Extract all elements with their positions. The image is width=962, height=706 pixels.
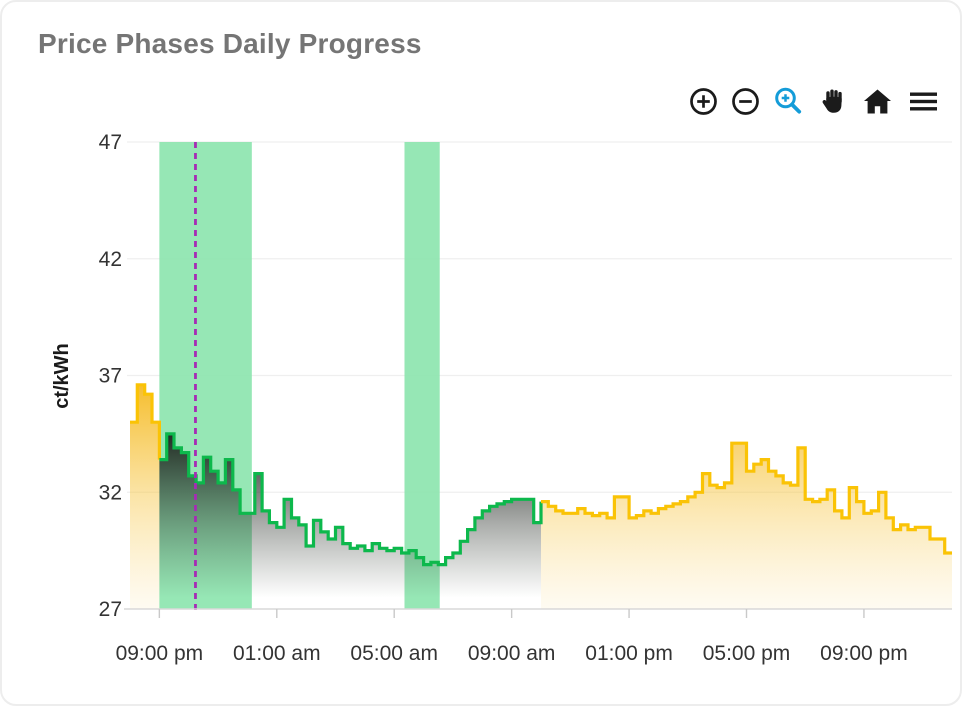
y-tick-label: 32 xyxy=(99,481,122,504)
price-after-green-phase-line xyxy=(541,441,952,555)
zoom-in-button[interactable] xyxy=(689,87,718,116)
zoom-in-icon xyxy=(690,88,717,115)
x-tick-label: 09:00 pm xyxy=(116,642,204,665)
x-tick-label: 05:00 pm xyxy=(703,642,791,665)
page-title: Price Phases Daily Progress xyxy=(38,28,422,59)
chart-toolbar xyxy=(689,86,940,117)
zoom-out-button[interactable] xyxy=(731,87,760,116)
y-tick-label: 27 xyxy=(99,598,122,621)
price-before-green-phase-line xyxy=(130,383,161,460)
x-tick-label: 01:00 am xyxy=(233,642,321,665)
price-green-phase-line xyxy=(159,432,543,567)
y-axis-title: ct/kWh xyxy=(51,343,73,409)
x-tick-label: 09:00 am xyxy=(468,642,556,665)
x-tick-label: 09:00 pm xyxy=(820,642,908,665)
y-tick-label: 37 xyxy=(99,365,122,388)
menu-button[interactable] xyxy=(907,86,940,117)
price-after-green-phase-area xyxy=(541,443,952,609)
home-icon xyxy=(864,89,891,114)
y-tick-label: 42 xyxy=(99,248,122,271)
green-phase-band-2 xyxy=(404,142,440,609)
zoom-out-icon xyxy=(732,88,759,115)
pan-button[interactable] xyxy=(817,86,848,117)
price-before-green-phase-area xyxy=(130,384,160,609)
gridlines xyxy=(127,141,952,493)
pan-hand-icon xyxy=(822,89,842,113)
price-step-lines xyxy=(130,383,952,567)
menu-icon xyxy=(910,92,937,111)
reset-axes-button[interactable] xyxy=(861,86,894,117)
box-zoom-button[interactable] xyxy=(773,86,804,117)
axes: 09:00 pm 01:00 am 05:00 am 09:00 am 01:00 pm… xyxy=(51,131,952,665)
box-zoom-icon xyxy=(775,87,802,114)
y-tick-label: 47 xyxy=(99,131,122,154)
x-tick-label: 01:00 pm xyxy=(585,642,673,665)
x-tick-label: 05:00 am xyxy=(350,642,438,665)
